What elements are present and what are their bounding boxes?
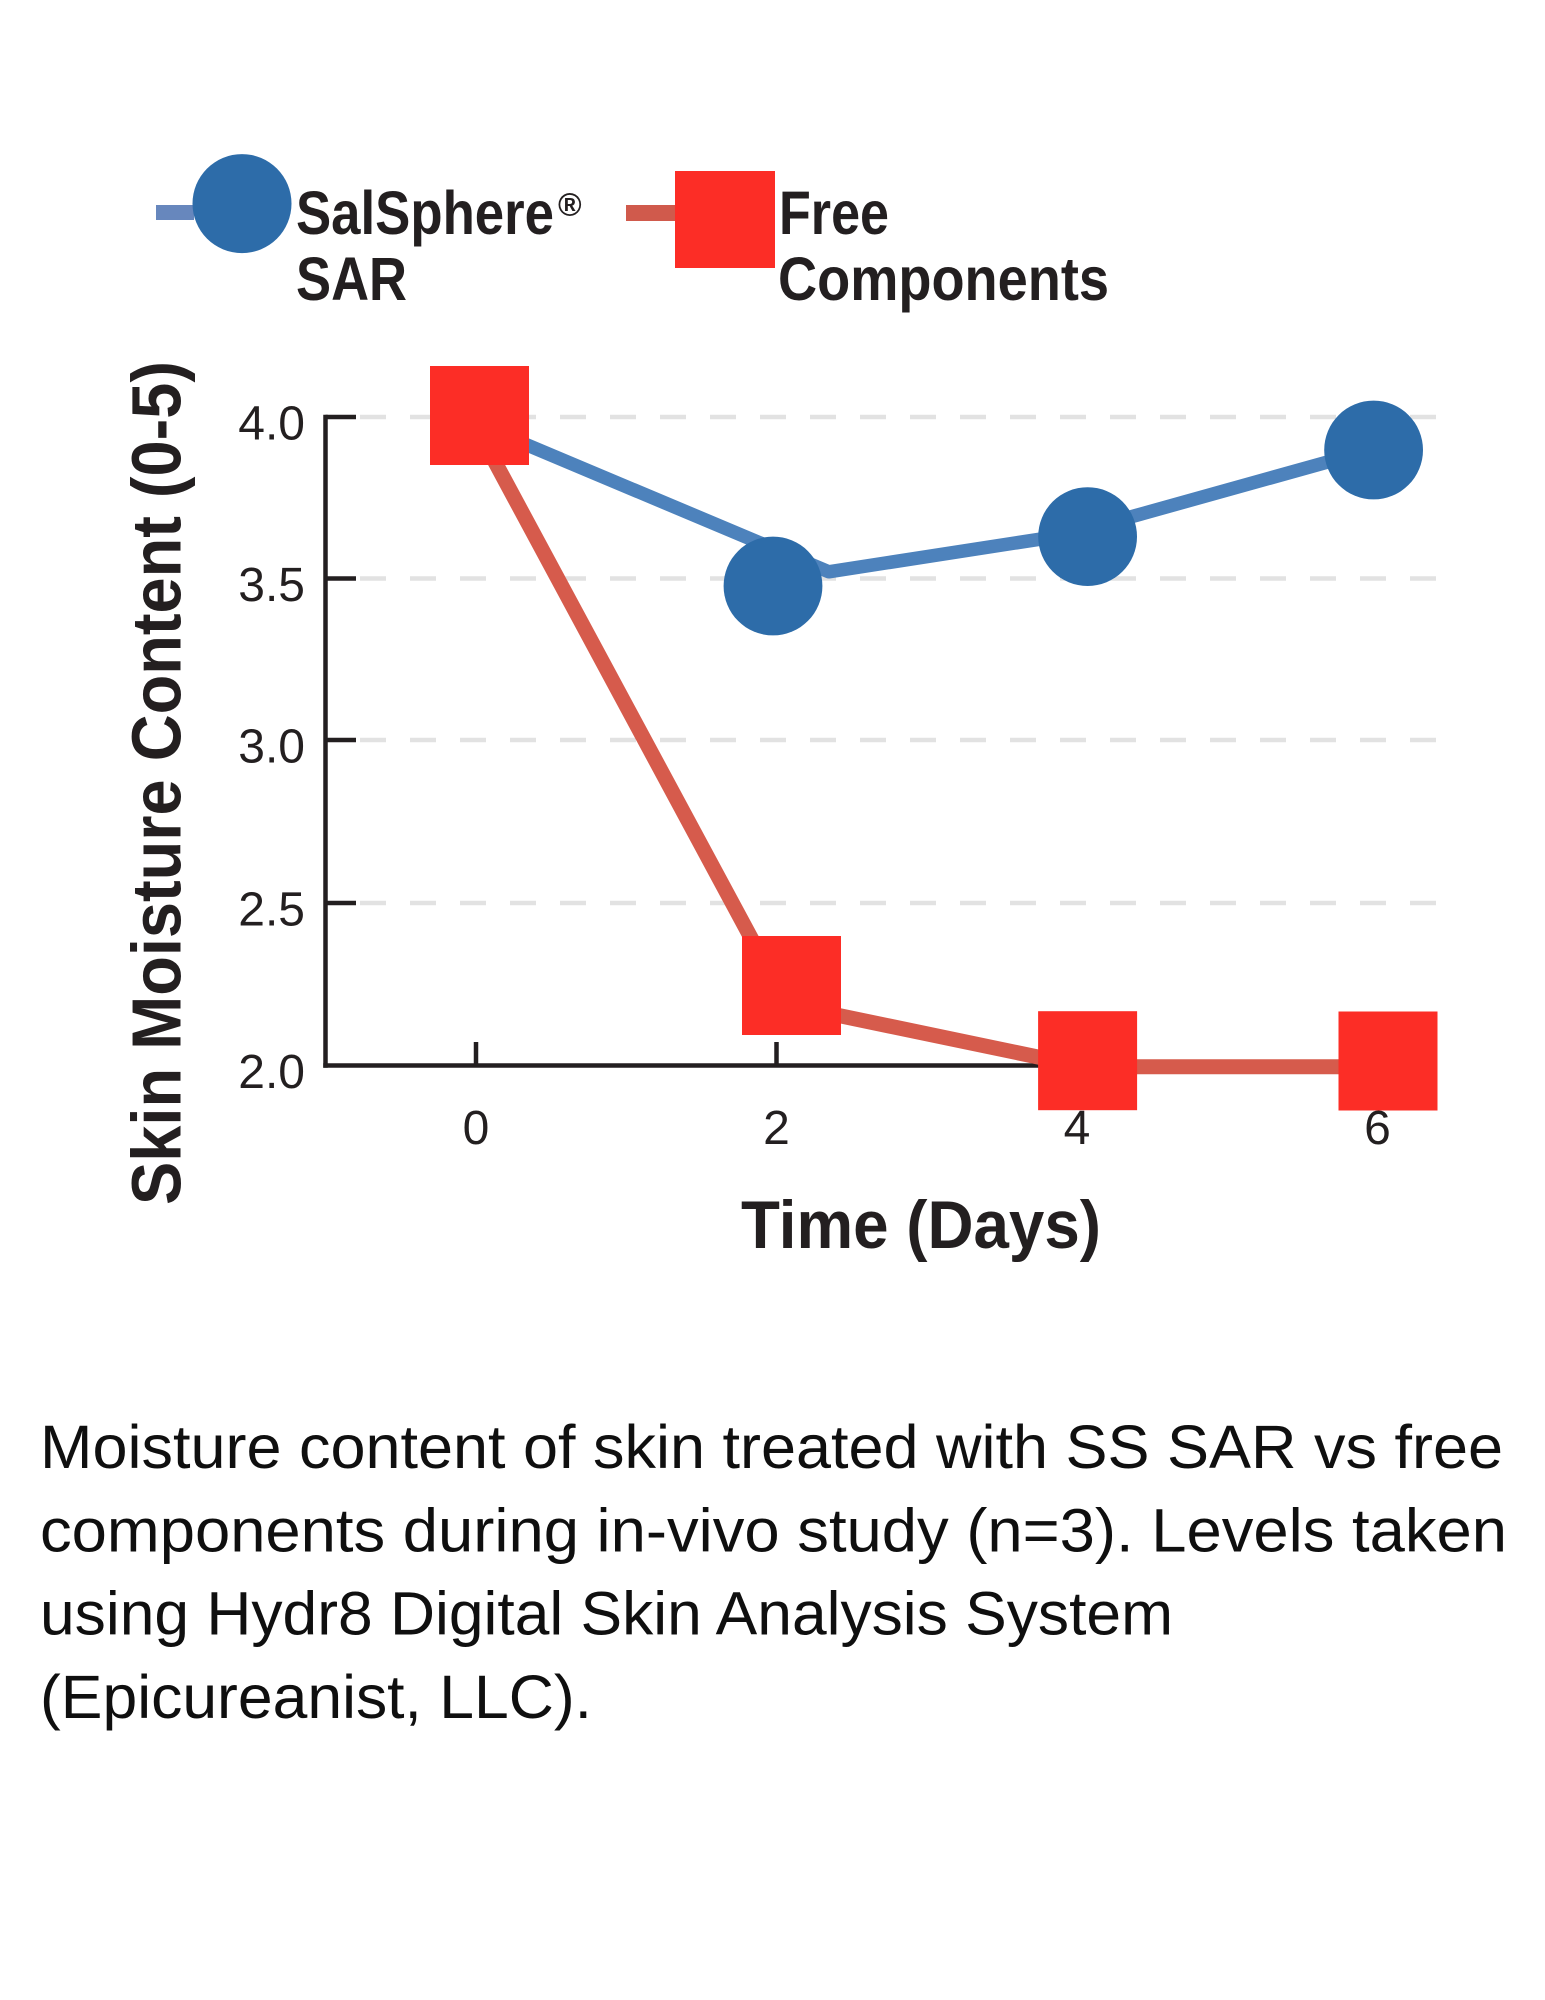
- svg-text:4: 4: [1064, 1102, 1091, 1155]
- svg-text:(Epicureanist, LLC).: (Epicureanist, LLC).: [40, 1663, 592, 1731]
- svg-text:3.5: 3.5: [238, 559, 305, 612]
- svg-text:using Hydr8 Digital Skin Analy: using Hydr8 Digital Skin Analysis System: [40, 1580, 1173, 1648]
- svg-text:components during in-vivo stud: components during in-vivo study (n=3). L…: [40, 1496, 1507, 1564]
- svg-text:Time (Days): Time (Days): [741, 1187, 1101, 1263]
- svg-text:6: 6: [1364, 1102, 1391, 1155]
- svg-text:SalSphere®: SalSphere ®: [296, 179, 582, 247]
- svg-text:2.5: 2.5: [238, 884, 305, 937]
- svg-text:2.0: 2.0: [238, 1046, 305, 1099]
- svg-text:Skin Moisture Content (0-5): Skin Moisture Content (0-5): [118, 361, 196, 1205]
- svg-text:SAR: SAR: [296, 245, 407, 313]
- svg-text:Moisture content of skin treat: Moisture content of skin treated with SS…: [40, 1413, 1503, 1481]
- svg-text:0: 0: [463, 1102, 490, 1155]
- svg-text:3.0: 3.0: [238, 721, 305, 774]
- svg-text:Free: Free: [779, 179, 889, 247]
- svg-text:2: 2: [763, 1102, 790, 1155]
- svg-text:Components: Components: [778, 245, 1109, 313]
- svg-text:4.0: 4.0: [238, 398, 305, 451]
